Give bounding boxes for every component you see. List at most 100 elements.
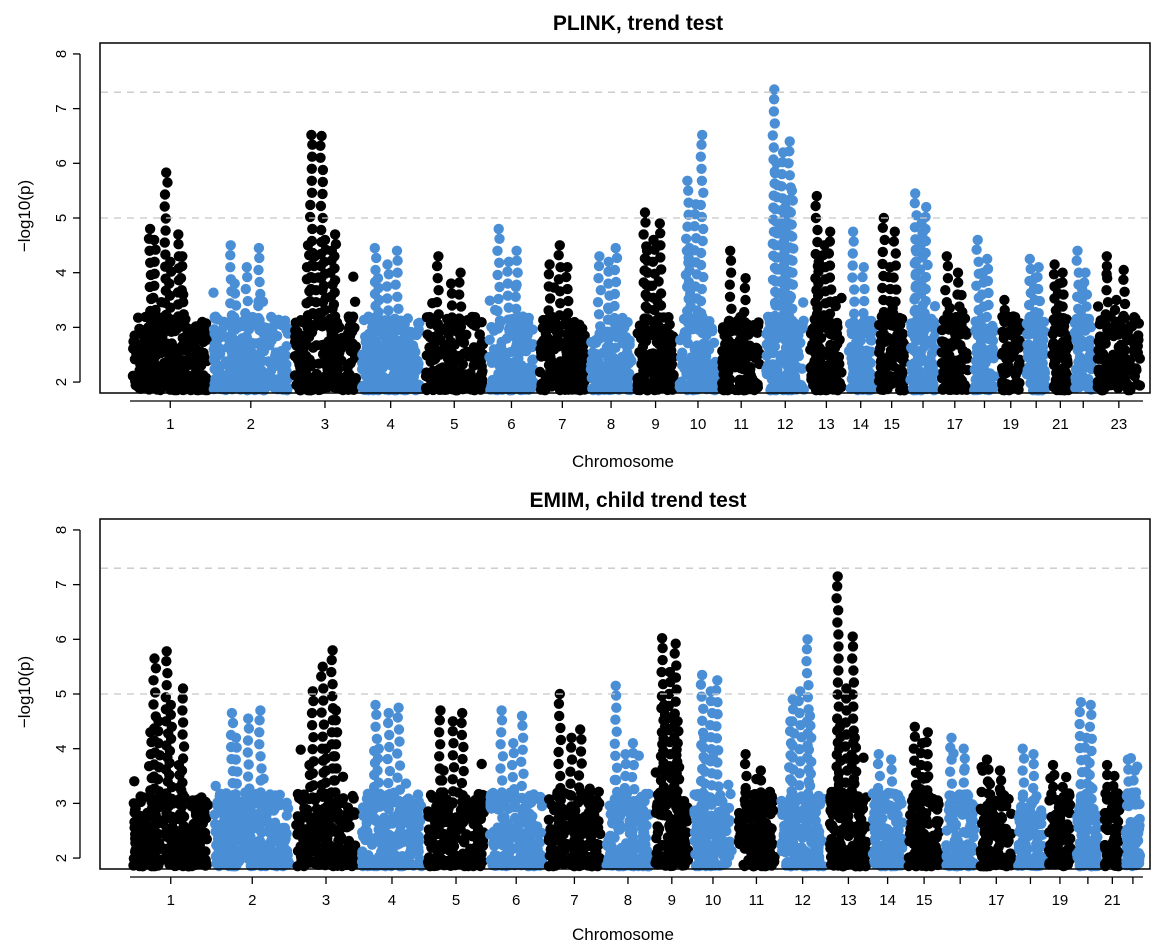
snp-point <box>309 309 319 319</box>
snp-point <box>242 332 252 342</box>
snp-point <box>230 288 240 298</box>
snp-point <box>321 293 331 303</box>
snp-point <box>391 280 401 290</box>
snp-point <box>243 771 253 781</box>
snp-point <box>167 722 177 732</box>
snp-point <box>849 236 859 246</box>
chromosome-14-points <box>844 227 878 396</box>
snp-point <box>325 346 335 356</box>
snp-point <box>810 201 820 211</box>
snp-point <box>255 835 265 845</box>
snp-point <box>383 305 393 315</box>
peak-point <box>308 686 318 696</box>
snp-point <box>350 297 360 307</box>
snp-point <box>775 276 785 286</box>
snp-point <box>857 272 867 282</box>
snp-point <box>136 851 146 861</box>
snp-point <box>555 310 565 320</box>
snp-point <box>305 815 315 825</box>
snp-point <box>911 269 921 279</box>
peak-point <box>1111 295 1121 305</box>
peak-point <box>504 257 514 267</box>
chromosome-19-points <box>997 295 1025 396</box>
snp-point <box>151 810 161 820</box>
snp-point <box>161 656 171 666</box>
snp-point <box>178 693 188 703</box>
snp-point <box>769 94 779 104</box>
snp-point <box>655 366 665 376</box>
snp-point <box>884 296 894 306</box>
snp-point <box>971 245 981 255</box>
snp-point <box>179 741 189 751</box>
snp-point <box>329 372 339 382</box>
snp-point <box>177 705 187 715</box>
snp-point <box>493 294 503 304</box>
snp-point <box>812 303 822 313</box>
snp-point <box>160 225 170 235</box>
snp-point <box>259 856 269 866</box>
snp-point <box>264 845 274 855</box>
snp-point <box>1054 300 1064 310</box>
snp-point <box>860 320 870 330</box>
snp-point <box>738 364 748 374</box>
snp-point <box>954 326 964 336</box>
snp-point <box>492 270 502 280</box>
snp-point <box>787 328 797 338</box>
chromosome-23-points <box>1093 251 1146 395</box>
snp-point <box>307 708 317 718</box>
snp-point <box>484 352 494 362</box>
snp-point <box>246 845 256 855</box>
snp-point <box>160 237 170 247</box>
chromosome-8-points <box>586 243 637 396</box>
snp-point <box>254 727 264 737</box>
snp-point <box>254 277 264 287</box>
snp-point <box>307 792 317 802</box>
chromosome-11-points <box>717 246 765 396</box>
snp-point <box>165 746 175 756</box>
snp-point <box>243 747 253 757</box>
snp-point <box>345 331 355 341</box>
snp-point <box>848 369 858 379</box>
snp-point <box>327 679 337 689</box>
snp-point <box>329 263 339 273</box>
snp-point <box>164 770 174 780</box>
snp-point <box>160 201 170 211</box>
snp-point <box>153 726 163 736</box>
snp-point <box>332 727 342 737</box>
snp-point <box>177 261 187 271</box>
snp-point <box>137 832 147 842</box>
snp-point <box>495 370 505 380</box>
snp-point <box>319 822 329 832</box>
peak-point <box>978 268 988 278</box>
snp-point <box>1098 349 1108 359</box>
snp-point <box>329 251 339 261</box>
snp-point <box>167 782 177 792</box>
peak-point <box>227 708 237 718</box>
snp-point <box>330 311 340 321</box>
snp-point <box>176 273 186 283</box>
snp-point <box>253 313 263 323</box>
peak-point <box>177 251 187 261</box>
chromosome-6-points <box>484 224 538 396</box>
peak-point <box>231 733 241 743</box>
peak-point <box>973 235 983 245</box>
snp-point <box>150 305 160 315</box>
snp-point <box>878 223 888 233</box>
snp-point <box>150 269 160 279</box>
snp-point <box>177 285 187 295</box>
peak-point <box>769 84 779 94</box>
snp-point <box>816 347 826 357</box>
snp-point <box>943 309 953 319</box>
snp-point <box>432 261 442 271</box>
peak-point <box>544 259 554 269</box>
snp-point <box>169 845 179 855</box>
snp-point <box>943 273 953 283</box>
chromosome-15-points <box>874 213 910 396</box>
snp-point <box>240 308 250 318</box>
snp-point <box>322 802 332 812</box>
snp-point <box>1119 287 1129 297</box>
snp-point <box>243 296 253 306</box>
snp-point <box>1033 385 1043 395</box>
snp-point <box>436 371 446 381</box>
